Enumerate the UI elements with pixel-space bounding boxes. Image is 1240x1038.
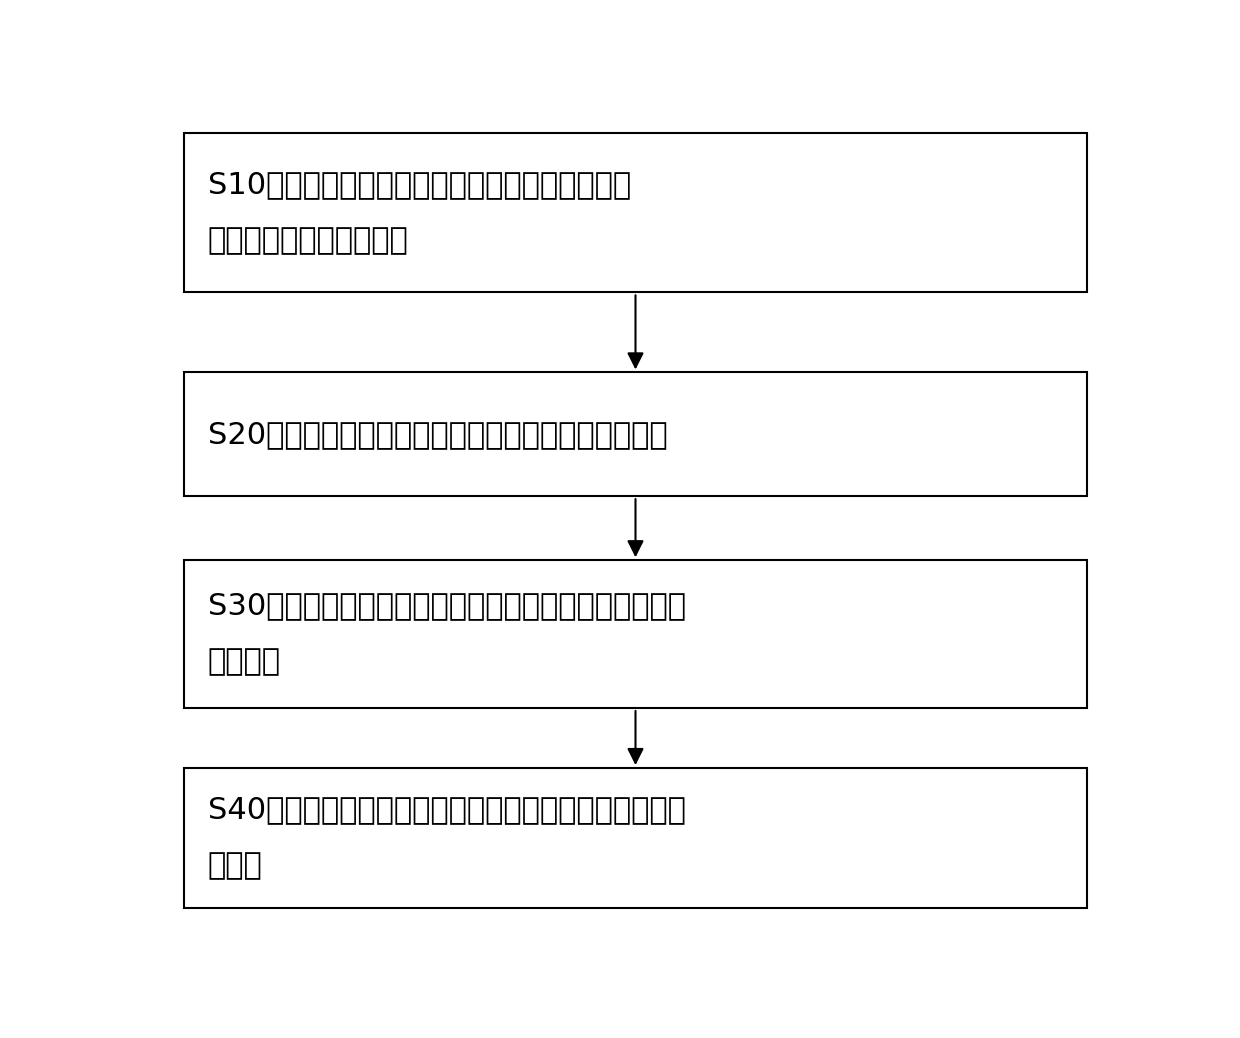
Text: 融合处理: 融合处理: [208, 648, 280, 677]
FancyBboxPatch shape: [184, 561, 1087, 708]
Text: S20：将所述故障码与第一融合结果进行第二融合处理: S20：将所述故障码与第一融合结果进行第二融合处理: [208, 419, 667, 448]
Text: S30：逐个将所述候选诊断信息与第二融合结果进行第三: S30：逐个将所述候选诊断信息与第二融合结果进行第三: [208, 592, 686, 621]
FancyBboxPatch shape: [184, 373, 1087, 496]
Text: S40：基于第三融合结果，得到各所述候选诊断信息的概: S40：基于第三融合结果，得到各所述候选诊断信息的概: [208, 795, 686, 824]
Text: 或车型进行第一融合处理: 或车型进行第一融合处理: [208, 226, 409, 255]
FancyBboxPatch shape: [184, 133, 1087, 293]
Text: 率得分: 率得分: [208, 851, 263, 880]
Text: S10：将所述故障描述数据，与所述用车记录和／: S10：将所述故障描述数据，与所述用车记录和／: [208, 170, 631, 199]
FancyBboxPatch shape: [184, 768, 1087, 908]
